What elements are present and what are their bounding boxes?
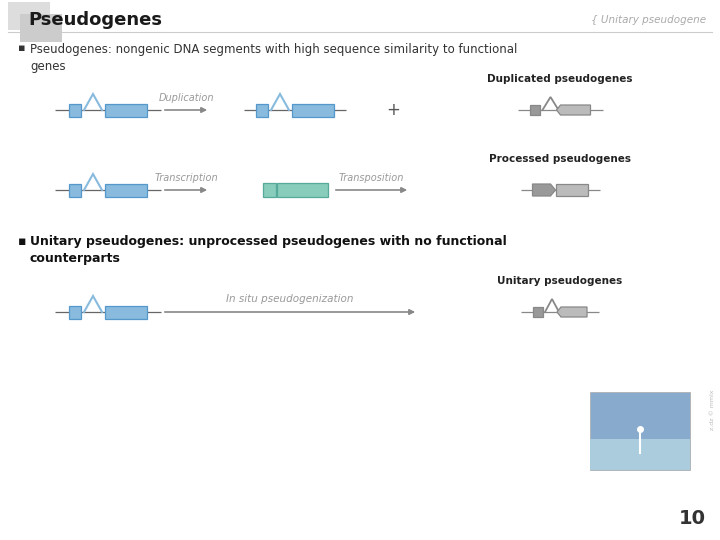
Bar <box>105 306 147 319</box>
Bar <box>590 392 690 470</box>
Text: Pseudogenes: nongenic DNA segments with high sequence similarity to functional
g: Pseudogenes: nongenic DNA segments with … <box>30 43 518 73</box>
Text: Unitary pseudogenes: Unitary pseudogenes <box>498 276 623 286</box>
Bar <box>69 184 81 197</box>
Bar <box>533 307 543 317</box>
Text: { Unitary pseudogene: { Unitary pseudogene <box>591 15 706 25</box>
Bar <box>20 14 62 42</box>
Text: Duplication: Duplication <box>158 93 214 103</box>
Bar <box>105 184 147 197</box>
Text: ▪: ▪ <box>18 235 27 248</box>
Text: +: + <box>386 101 400 119</box>
Text: Unitary pseudogenes: unprocessed pseudogenes with no functional
counterparts: Unitary pseudogenes: unprocessed pseudog… <box>30 235 507 265</box>
Text: Processed pseudogenes: Processed pseudogenes <box>489 154 631 164</box>
Text: Duplicated pseudogenes: Duplicated pseudogenes <box>487 74 633 84</box>
Bar <box>263 183 276 197</box>
Text: Transposition: Transposition <box>338 173 404 183</box>
Polygon shape <box>557 105 590 115</box>
Text: z.dz © mmlx: z.dz © mmlx <box>709 390 714 430</box>
Bar <box>69 104 81 117</box>
Bar <box>8 2 50 30</box>
Bar <box>529 105 539 115</box>
Bar <box>256 104 268 117</box>
Bar <box>276 183 328 197</box>
Text: In situ pseudogenization: In situ pseudogenization <box>226 294 354 304</box>
Text: Pseudogenes: Pseudogenes <box>28 11 162 29</box>
Polygon shape <box>533 184 556 196</box>
Polygon shape <box>557 307 587 317</box>
Text: Transcription: Transcription <box>154 173 218 183</box>
Bar <box>69 306 81 319</box>
Bar <box>556 184 588 196</box>
Bar <box>105 104 147 117</box>
Bar <box>590 439 690 470</box>
Text: ▪: ▪ <box>18 43 25 53</box>
Text: 10: 10 <box>679 509 706 528</box>
Bar <box>292 104 334 117</box>
